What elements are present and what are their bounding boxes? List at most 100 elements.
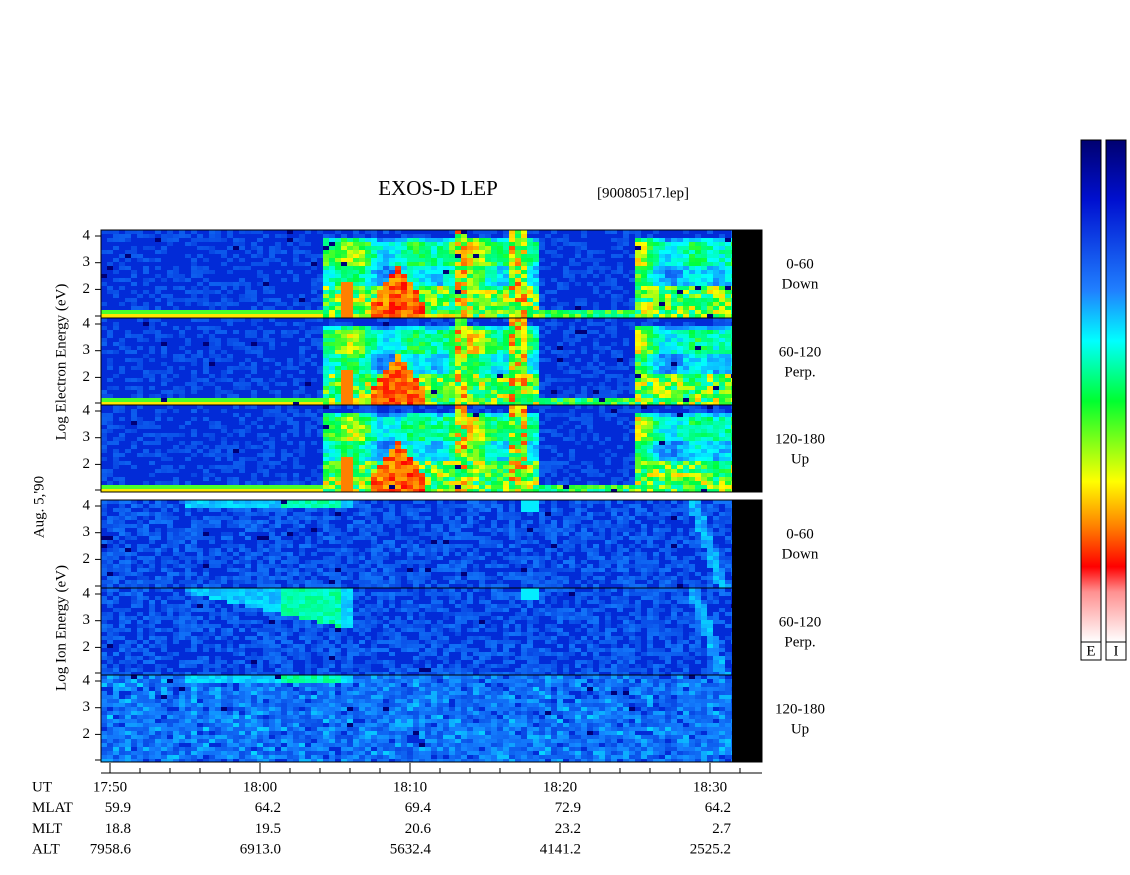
spectrogram-cell <box>533 386 539 390</box>
spectrogram-cell <box>143 374 149 378</box>
spectrogram-cell <box>551 465 557 469</box>
spectrogram-cell <box>473 417 479 421</box>
spectrogram-cell <box>563 302 569 306</box>
spectrogram-cell <box>665 314 671 318</box>
spectrogram-cell <box>479 398 485 402</box>
spectrogram-cell <box>233 481 239 485</box>
spectrogram-cell <box>353 489 359 492</box>
spectrogram-cell <box>293 485 299 489</box>
spectrogram-cell <box>407 465 413 469</box>
spectrogram-cell <box>521 481 527 485</box>
spectrogram-cell <box>443 433 449 437</box>
spectrogram-cell <box>455 382 461 386</box>
file-name: [90080517.lep] <box>597 185 689 201</box>
spectrogram-cell <box>533 425 539 429</box>
spectrogram-cell <box>713 461 719 465</box>
spectrogram-cell <box>461 254 467 258</box>
spectrogram-cell <box>221 358 227 362</box>
spectrogram-cell <box>419 433 425 437</box>
spectrogram-cell <box>497 326 503 330</box>
spectrogram-cell <box>491 262 497 266</box>
spectrogram-cell <box>479 481 485 485</box>
spectrogram-cell <box>671 457 677 461</box>
spectrogram-cell <box>137 394 143 398</box>
spectrogram-cell <box>677 314 683 318</box>
spectrogram-cell <box>245 386 251 390</box>
spectrogram-cell <box>269 318 275 322</box>
spectrogram-cell <box>173 374 179 378</box>
spectrogram-cell <box>437 246 443 250</box>
spectrogram-cell <box>725 465 731 469</box>
spectrogram-cell <box>221 254 227 258</box>
spectrogram-cell <box>491 282 497 286</box>
spectrogram-cell <box>191 445 197 449</box>
spectrogram-cell <box>491 310 497 314</box>
spectrogram-cell <box>281 402 287 405</box>
spectrogram-cell <box>371 270 377 274</box>
spectrogram-cell <box>353 354 359 358</box>
spectrogram-cell <box>299 449 305 453</box>
spectrogram-cell <box>449 386 455 390</box>
spectrogram-cell <box>581 246 587 250</box>
spectrogram-cell <box>113 278 119 282</box>
spectrogram-cell <box>239 310 245 314</box>
spectrogram-cell <box>683 298 689 302</box>
spectrogram-cell <box>407 362 413 366</box>
spectrogram-cell <box>719 437 725 441</box>
spectrogram-cell <box>323 298 329 302</box>
spectrogram-cell <box>323 234 329 238</box>
spectrogram-cell <box>353 302 359 306</box>
spectrogram-cell <box>449 290 455 294</box>
spectrogram-cell <box>443 441 449 445</box>
spectrogram-cell <box>131 394 137 398</box>
spectrogram-cell <box>647 302 653 306</box>
spectrogram-cell <box>509 302 515 306</box>
spectrogram-cell <box>473 437 479 441</box>
spectrogram-cell <box>521 266 527 270</box>
spectrogram-cell <box>719 274 725 278</box>
spectrogram-cell <box>251 246 257 250</box>
spectrogram-cell <box>173 469 179 473</box>
spectrogram-cell <box>161 485 167 489</box>
spectrogram-cell <box>485 278 491 282</box>
spectrogram-cell <box>695 473 701 477</box>
spectrogram-cell <box>713 362 719 366</box>
spectrogram-cell <box>341 246 347 250</box>
spectrogram-cell <box>401 234 407 238</box>
spectrogram-cell <box>641 366 647 370</box>
spectrogram-cell <box>545 445 551 449</box>
spectrogram-cell <box>359 366 365 370</box>
spectrogram-cell <box>515 374 521 378</box>
spectrogram-cell <box>233 254 239 258</box>
spectrogram-cell <box>515 378 521 382</box>
spectrogram-cell <box>317 481 323 485</box>
spectrogram-cell <box>713 246 719 250</box>
spectrogram-cell <box>689 246 695 250</box>
spectrogram-cell <box>659 334 665 338</box>
spectrogram-cell <box>401 338 407 342</box>
direction-label: Down <box>782 276 819 292</box>
spectrogram-cell <box>605 278 611 282</box>
spectrogram-cell <box>593 386 599 390</box>
spectrogram-cell <box>527 286 533 290</box>
spectrogram-cell <box>641 481 647 485</box>
spectrogram-cell <box>665 238 671 242</box>
spectrogram-cell <box>383 230 389 234</box>
spectrogram-cell <box>335 306 341 310</box>
spectrogram-cell <box>107 314 113 318</box>
spectrogram-cell <box>347 413 353 417</box>
spectrogram-cell <box>503 398 509 402</box>
spectrogram-cell <box>485 382 491 386</box>
spectrogram-cell <box>671 338 677 342</box>
spectrogram-cell <box>329 338 335 342</box>
spectrogram-cell <box>437 433 443 437</box>
spectrogram-cell <box>719 441 725 445</box>
spectrogram-cell <box>563 286 569 290</box>
spectrogram-cell <box>371 330 377 334</box>
spectrogram-cell <box>185 314 191 318</box>
spectrogram-cell <box>701 409 707 413</box>
spectrogram-cell <box>491 445 497 449</box>
spectrogram-cell <box>509 334 515 338</box>
spectrogram-cell <box>695 481 701 485</box>
spectrogram-cell <box>245 350 251 354</box>
